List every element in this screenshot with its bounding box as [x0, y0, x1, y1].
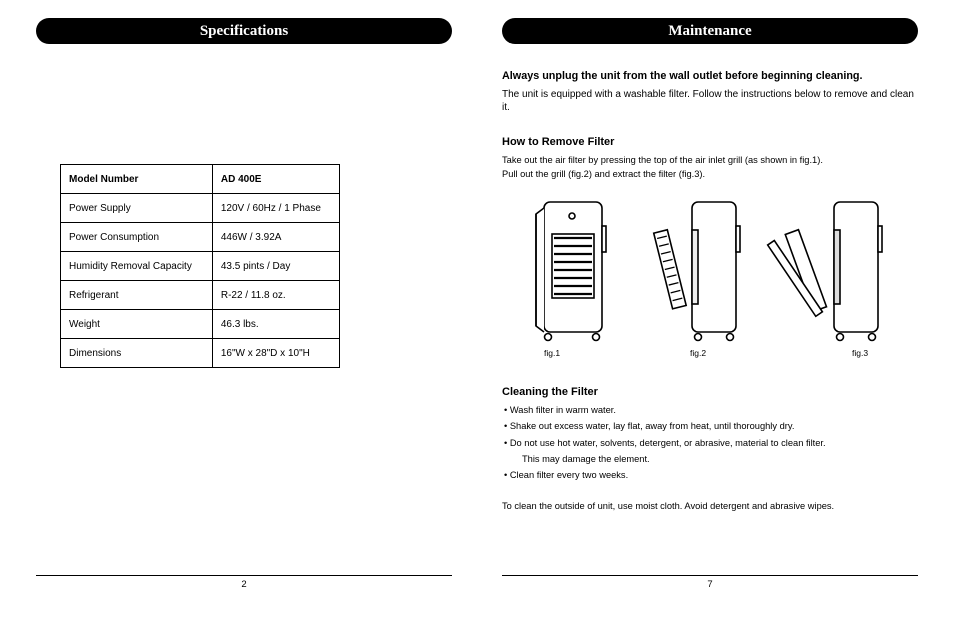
footer-row: 2 7	[36, 575, 918, 590]
dehumidifier-front-icon	[502, 196, 622, 344]
dehumidifier-filter-out-icon	[762, 196, 892, 344]
figure-2: fig.2	[632, 196, 762, 358]
table-row: Power Consumption446W / 3.92A	[61, 223, 340, 252]
remove-line2: Pull out the grill (fig.2) and extract t…	[502, 167, 918, 181]
spec-table: Model Number AD 400E Power Supply120V / …	[60, 164, 340, 368]
remove-line1: Take out the air filter by pressing the …	[502, 153, 918, 167]
warning-text: Always unplug the unit from the wall out…	[502, 70, 918, 82]
table-row: Weight46.3 lbs.	[61, 310, 340, 339]
specifications-header: Specifications	[36, 18, 452, 44]
cleaning-bullets: Wash filter in warm water. Shake out exc…	[502, 403, 918, 483]
right-column: Maintenance Always unplug the unit from …	[502, 18, 918, 618]
table-row: RefrigerantR-22 / 11.8 oz.	[61, 281, 340, 310]
remove-filter-heading: How to Remove Filter	[502, 136, 918, 148]
intro-text: The unit is equipped with a washable fil…	[502, 88, 918, 114]
left-page-number: 2	[36, 575, 452, 590]
fig2-label: fig.2	[690, 348, 706, 358]
specifications-content: Model Number AD 400E Power Supply120V / …	[36, 44, 452, 368]
figure-3: fig.3	[762, 196, 892, 358]
bullet-continuation: This may damage the element.	[504, 452, 918, 466]
table-row: Power Supply120V / 60Hz / 1 Phase	[61, 194, 340, 223]
bullet-item: Do not use hot water, solvents, detergen…	[504, 436, 918, 450]
th-value: AD 400E	[212, 165, 339, 194]
fig3-label: fig.3	[852, 348, 868, 358]
right-page-number: 7	[502, 575, 918, 590]
bullet-item: Shake out excess water, lay flat, away f…	[504, 419, 918, 433]
table-row: Dimensions16"W x 28"D x 10"H	[61, 339, 340, 368]
bullet-item: Clean filter every two weeks.	[504, 468, 918, 482]
fig1-label: fig.1	[544, 348, 560, 358]
figure-1: fig.1	[502, 196, 632, 358]
bullet-item: Wash filter in warm water.	[504, 403, 918, 417]
table-header-row: Model Number AD 400E	[61, 165, 340, 194]
maintenance-content: Always unplug the unit from the wall out…	[502, 44, 918, 513]
figure-row: fig.1	[502, 196, 918, 358]
cleaning-heading: Cleaning the Filter	[502, 386, 918, 398]
outside-clean-text: To clean the outside of unit, use moist …	[502, 499, 918, 513]
table-row: Humidity Removal Capacity43.5 pints / Da…	[61, 252, 340, 281]
maintenance-header: Maintenance	[502, 18, 918, 44]
left-column: Specifications Model Number AD 400E Powe…	[36, 18, 452, 618]
dehumidifier-grill-open-icon	[632, 196, 762, 344]
th-model: Model Number	[61, 165, 213, 194]
